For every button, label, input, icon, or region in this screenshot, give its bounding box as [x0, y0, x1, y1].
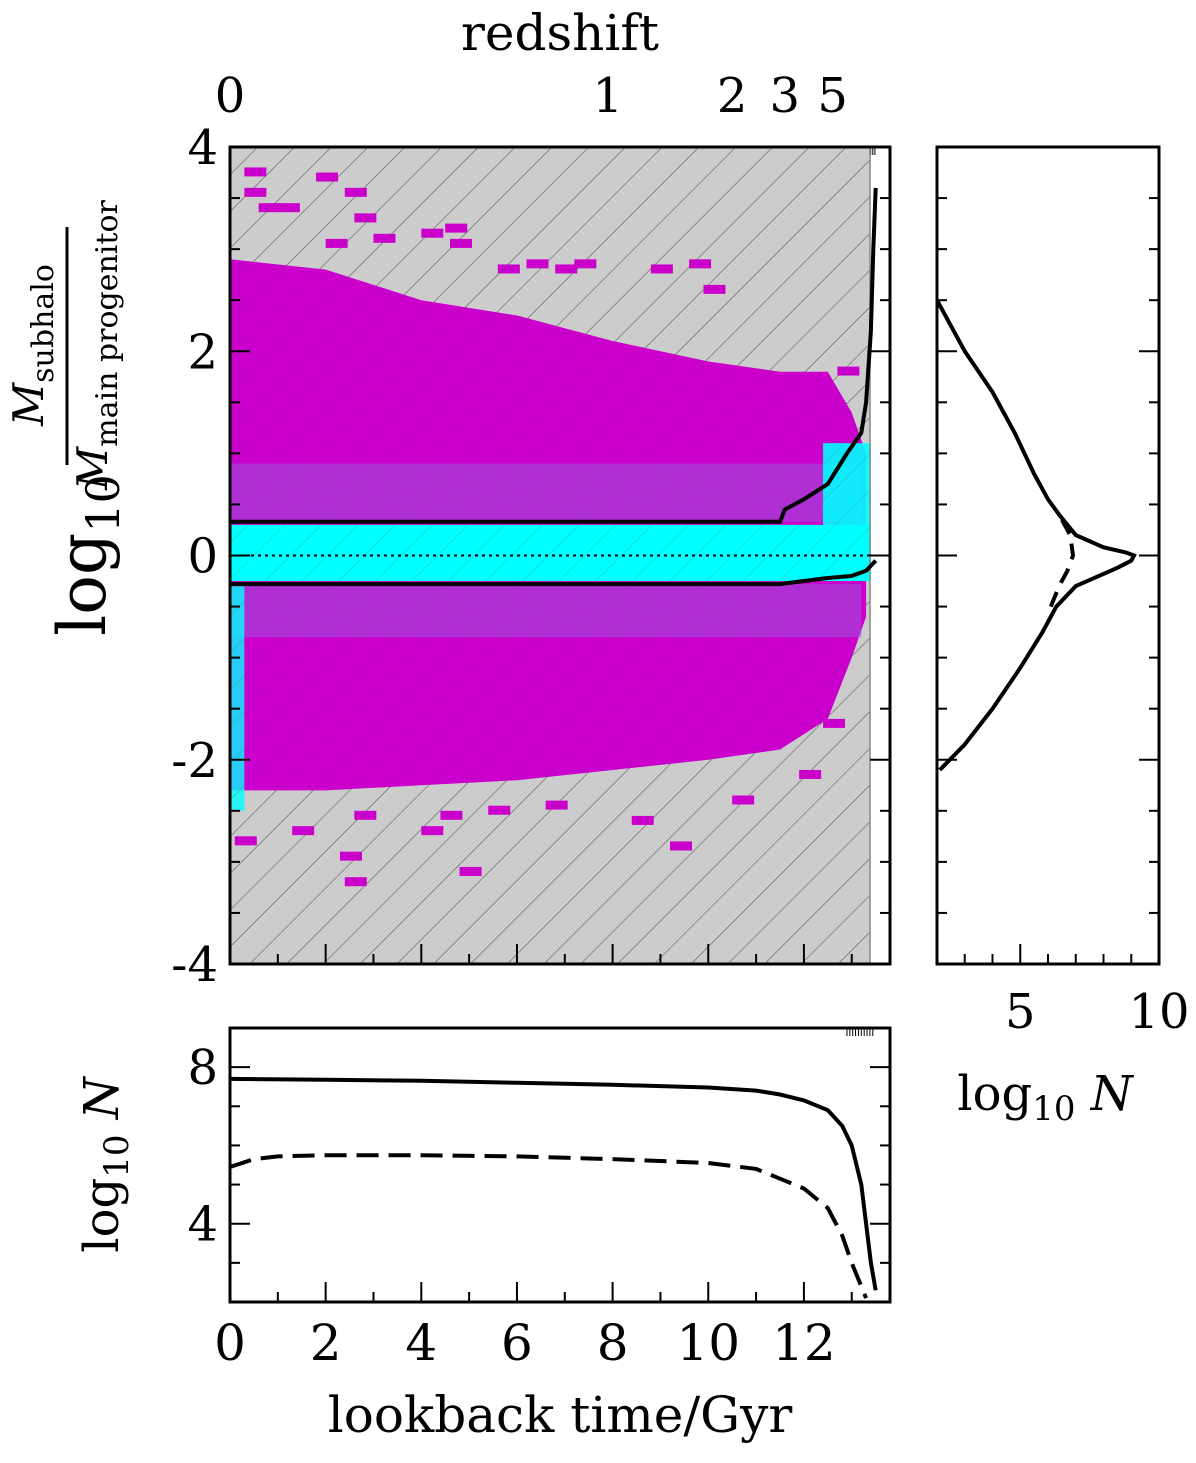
right-panel-frame — [935, 145, 1161, 966]
upper-envelope-line — [230, 187, 878, 524]
z-tick-label: 0 — [215, 68, 246, 124]
bottom-panel-ticks: 8 4 0 2 4 6 8 10 12 — [187, 1027, 890, 1372]
right-series-solid — [937, 299, 1137, 772]
hatch-overlay-top — [230, 147, 870, 964]
z-tick-label: 1 — [593, 68, 624, 124]
top-axis-label: redshift — [461, 4, 659, 62]
ylabel-num-sub: subhalo — [26, 264, 61, 383]
bottom-series-dashed — [230, 1153, 868, 1299]
bottom-xtick-label: 12 — [772, 1314, 836, 1372]
bottom-xtick-label: 2 — [310, 1314, 342, 1372]
ylabel-denominator: Mmain progenitor — [68, 199, 125, 490]
bottom-count-panel: 8 4 0 2 4 6 8 10 12 — [187, 1026, 892, 1372]
ylabel-log: log10 — [44, 474, 130, 636]
ylabel-den-m: M — [68, 446, 117, 491]
main-ytick-label: -4 — [171, 937, 218, 993]
right-xlabel: log10 N — [957, 1066, 1135, 1129]
main-x-ticks — [229, 944, 853, 964]
z-tick-label: 5 — [817, 68, 848, 124]
bottom-y-axis-label: log10 N — [74, 1075, 137, 1253]
z-tick-label: 2 — [717, 68, 748, 124]
bottom-panel-frame — [228, 1026, 892, 1304]
bottom-xtick-label: 0 — [214, 1314, 246, 1372]
ylabel-num-m: M — [4, 382, 53, 427]
bottom-xtick-label: 10 — [676, 1314, 740, 1372]
bottom-x-axis-label: lookback time/Gyr — [328, 1386, 793, 1444]
ylabel-log-base: log — [44, 533, 121, 636]
main-ytick-label: -2 — [171, 733, 218, 789]
main-ytick-label: 0 — [187, 529, 218, 585]
ylabel-den-sub: main progenitor — [90, 199, 125, 446]
svg-text:log10 N: log10 N — [74, 1075, 137, 1253]
main-y-ticks: 4 2 0 -2 -4 — [171, 120, 890, 993]
bottom-ytick-label: 4 — [187, 1197, 218, 1253]
z-tick-label: 3 — [770, 68, 801, 124]
lower-envelope-line — [230, 559, 878, 587]
main-ytick-label: 4 — [187, 120, 218, 176]
bottom-series-solid — [230, 1076, 878, 1291]
ylabel-numerator: Msubhalo — [4, 264, 61, 427]
bottom-ytick-label: 8 — [187, 1040, 218, 1096]
right-series-dashed — [1048, 518, 1076, 608]
right-xtick-label: 10 — [1128, 984, 1189, 1040]
right-distribution-panel: 5 10 — [935, 145, 1190, 1040]
main-heatmap-panel: 4 2 0 -2 -4 — [171, 120, 892, 993]
right-panel-ticks: 5 10 — [937, 146, 1190, 1040]
bottom-xtick-label: 4 — [405, 1314, 437, 1372]
right-xtick-label: 5 — [1005, 984, 1036, 1040]
ylabel-log-sub: 10 — [76, 474, 130, 533]
bottom-xtick-label: 6 — [501, 1314, 533, 1372]
bottom-xtick-label: 8 — [597, 1314, 629, 1372]
main-y-axis-label: log10 Msubhalo Mmain progenitor — [4, 199, 130, 635]
main-ytick-label: 2 — [187, 324, 218, 380]
